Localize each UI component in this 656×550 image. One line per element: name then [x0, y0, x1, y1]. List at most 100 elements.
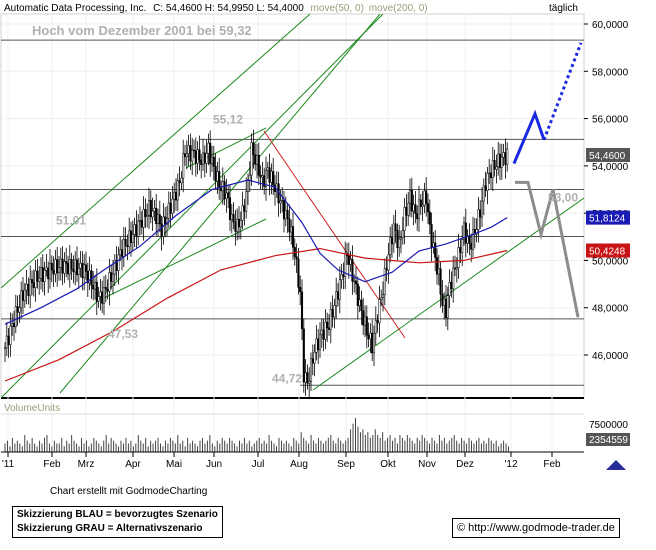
candle-body: [43, 269, 46, 282]
candle-body: [479, 209, 482, 218]
time-axis: '11 Feb Mrz Apr Mai Jun Jul Aug Sep Okt Nov Dez '12 F…: [2, 452, 561, 470]
candle-body: [187, 145, 190, 154]
candle-body: [176, 180, 179, 201]
candle-body: [7, 335, 10, 346]
candle-body: [50, 262, 53, 271]
candle-body: [20, 290, 23, 308]
x-tick-label: Jul: [252, 459, 265, 470]
candle-body: [453, 267, 457, 270]
scroll-arrow-icon[interactable]: [606, 460, 626, 470]
candle-body: [419, 199, 422, 207]
candle-body: [498, 153, 502, 168]
candle-body: [92, 285, 95, 290]
candle-body: [173, 191, 176, 200]
candle-body: [232, 214, 235, 223]
candle-body: [430, 224, 433, 248]
candle-body: [200, 159, 203, 165]
source-url-box[interactable]: © http://www.godmode-trader.de: [452, 518, 620, 538]
candle-body: [48, 262, 52, 280]
candle-body: [326, 321, 329, 329]
candle-body: [54, 259, 57, 275]
candle-body: [414, 204, 417, 214]
candle-body: [34, 270, 37, 288]
y-tick-label: 50,0000: [592, 256, 629, 267]
candle-body: [257, 154, 260, 176]
candle-body: [135, 224, 138, 237]
candle-body: [318, 334, 322, 351]
candle-body: [356, 283, 359, 306]
candle-body: [214, 166, 217, 182]
level-label: 44,72: [272, 371, 302, 385]
candle-body: [493, 160, 496, 170]
candlestick-series: [3, 129, 509, 398]
x-tick-label: Feb: [43, 459, 61, 470]
candle-body: [237, 218, 241, 228]
candle-body: [27, 283, 30, 296]
candle-body: [484, 185, 487, 191]
candle-body: [300, 291, 304, 330]
candle-body: [408, 190, 412, 204]
candle-body: [376, 320, 379, 324]
candle-body: [464, 222, 467, 244]
candle-body: [183, 153, 187, 158]
candle-body: [165, 218, 169, 225]
scenario-sketches: [512, 42, 583, 318]
candle-body: [374, 320, 377, 334]
y-tick-label: 48,0000: [592, 304, 629, 315]
candle-body: [363, 316, 367, 326]
level-label: Hoch vom Dezember 2001 bei 59,32: [32, 23, 252, 38]
candle-body: [416, 213, 419, 220]
candle-body: [56, 259, 59, 273]
candle-body: [14, 306, 17, 328]
volume-label: VolumeUnits: [4, 403, 60, 414]
candle-body: [212, 156, 215, 167]
candle-body: [101, 291, 104, 304]
candle-body: [309, 358, 313, 382]
candle-body: [502, 152, 505, 158]
volume-tick-label: 7500000: [589, 420, 628, 431]
candle-body: [371, 332, 374, 354]
candle-body: [16, 306, 19, 313]
candle-body: [322, 329, 325, 340]
candle-body: [488, 172, 491, 174]
level-label: 47,53: [108, 327, 138, 341]
candle-body: [245, 191, 248, 212]
candle-body: [385, 268, 388, 271]
candle-body: [259, 174, 262, 178]
x-tick-label: Sep: [337, 459, 355, 470]
candle-body: [324, 321, 327, 340]
price-tag-label: 50,4248: [589, 246, 626, 257]
candle-body: [506, 148, 509, 165]
candle-body: [405, 207, 408, 216]
candle-body: [137, 220, 140, 237]
candle-body: [169, 202, 172, 214]
candle-body: [246, 180, 250, 192]
candle-body: [182, 153, 185, 179]
candle-body: [466, 236, 469, 244]
candle-body: [306, 372, 309, 384]
candle-body: [327, 327, 331, 330]
candle-body: [216, 171, 219, 182]
candle-body: [360, 299, 363, 312]
candle-body: [133, 224, 136, 235]
x-tick-label: Feb: [543, 459, 561, 470]
candle-body: [452, 267, 455, 289]
candle-body: [313, 351, 316, 364]
candle-body: [372, 332, 376, 354]
candle-body: [210, 156, 214, 165]
candle-body: [102, 287, 106, 304]
candle-body: [241, 205, 244, 221]
candle-body: [308, 381, 311, 384]
candle-body: [365, 316, 368, 336]
candle-body: [495, 166, 498, 170]
source-url[interactable]: http://www.godmode-trader.de: [468, 522, 615, 534]
candle-body: [189, 145, 192, 162]
x-tick-label: Aug: [290, 459, 308, 470]
candle-body: [378, 299, 381, 324]
candle-body: [142, 209, 145, 228]
candle-body: [41, 267, 44, 282]
candle-body: [140, 220, 143, 228]
candle-body: [11, 323, 14, 327]
price-tag-label: 51,8124: [589, 214, 626, 225]
candle-body: [333, 305, 336, 318]
